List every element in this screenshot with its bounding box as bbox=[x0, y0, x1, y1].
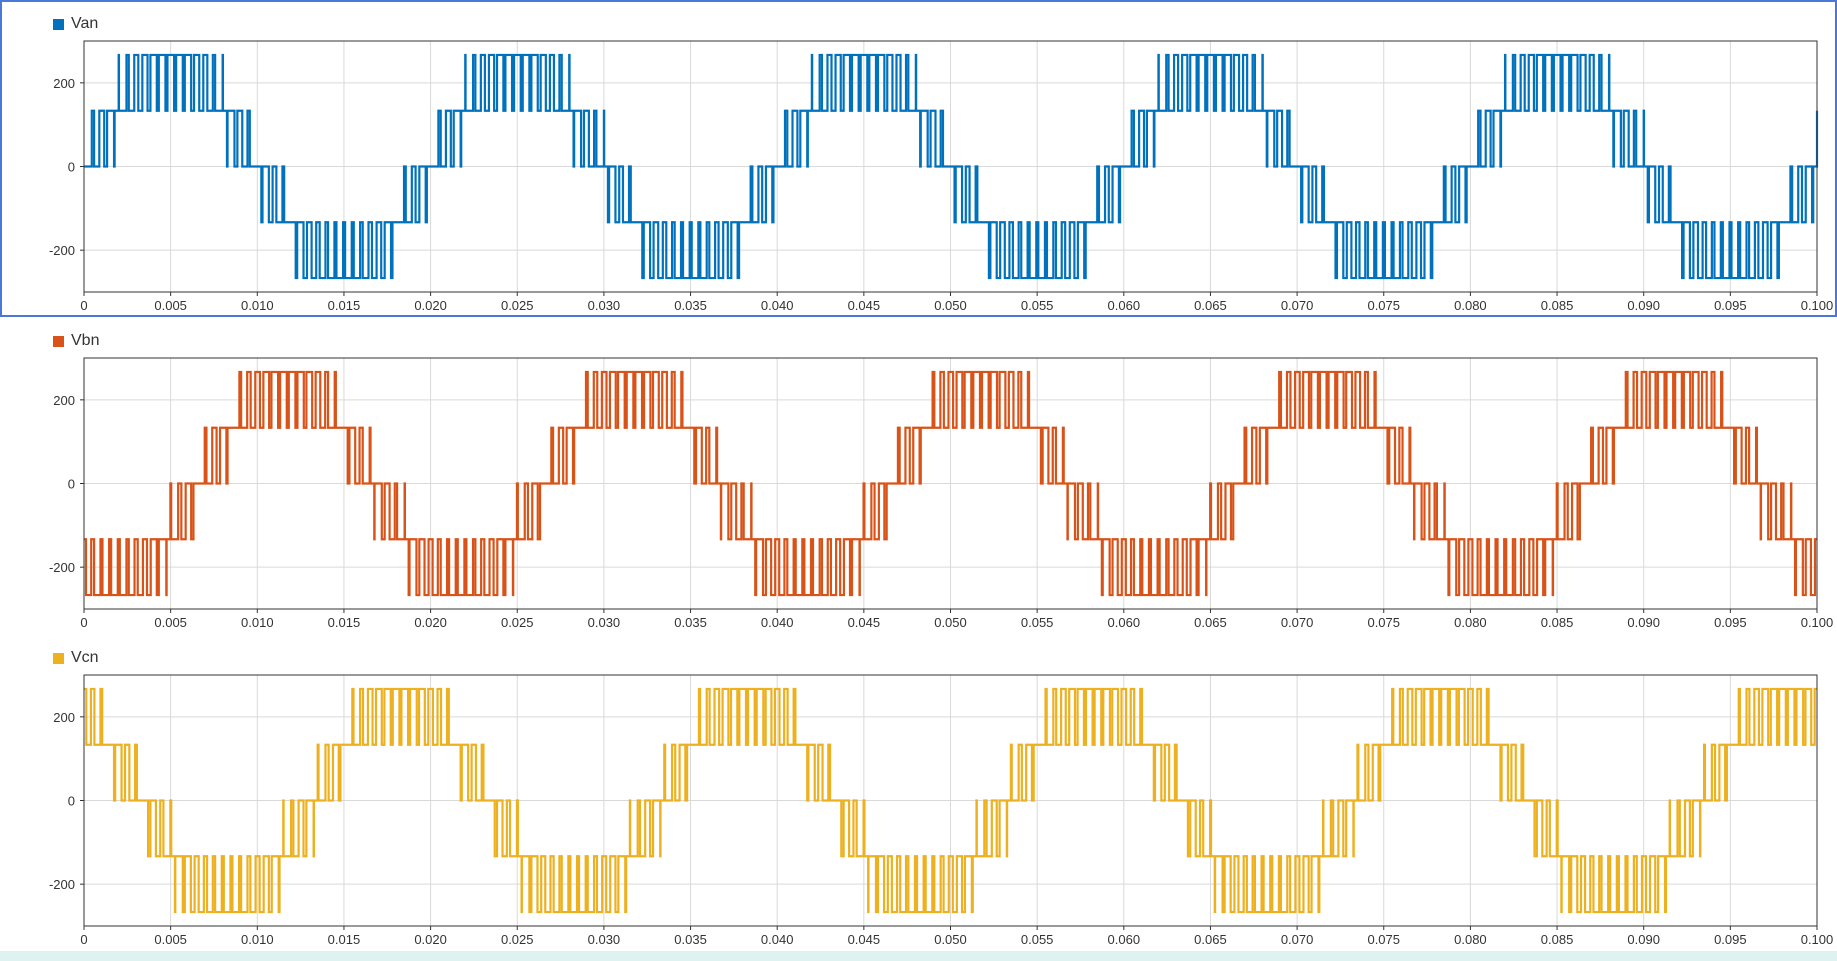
bottom-status-strip bbox=[0, 951, 1837, 961]
x-tick-label: 0.080 bbox=[1454, 615, 1487, 630]
x-tick-label: 0.055 bbox=[1021, 298, 1054, 313]
x-tick-label: 0.050 bbox=[934, 615, 967, 630]
x-tick-label: 0.045 bbox=[848, 615, 881, 630]
plot-area-frame bbox=[83, 40, 1818, 293]
x-tick-label: 0 bbox=[80, 298, 87, 313]
x-tick-label: 0.040 bbox=[761, 298, 794, 313]
x-tick-label: 0.005 bbox=[154, 298, 187, 313]
series-line-van bbox=[84, 53, 1819, 280]
x-tick-label: 0.040 bbox=[761, 932, 794, 947]
chart-vbn[interactable]: 0 0.005 0.010 0.015 0.020 0.025 0.030 0.035 0.04… bbox=[0, 317, 1837, 634]
y-tick-label: 0 bbox=[68, 477, 75, 492]
y-tick-label: 200 bbox=[53, 393, 75, 408]
x-tick-label: 0.095 bbox=[1714, 932, 1747, 947]
legend-swatch-van bbox=[53, 18, 64, 30]
x-tick-label: 0.045 bbox=[848, 932, 881, 947]
x-tick-label: 0.025 bbox=[501, 932, 534, 947]
legend-label-vcn: Vcn bbox=[71, 649, 99, 666]
x-tick-label: 0.015 bbox=[328, 932, 361, 947]
x-tick-label: 0.085 bbox=[1541, 932, 1574, 947]
x-tick-label: 0.065 bbox=[1194, 298, 1227, 313]
y-tick-label: -200 bbox=[49, 560, 75, 575]
legend-vcn[interactable]: Vcn bbox=[53, 648, 99, 668]
series-line-vbn bbox=[84, 370, 1817, 597]
series-line-vcn bbox=[84, 687, 1817, 914]
x-tick-label: 0.100 bbox=[1801, 932, 1834, 947]
plot-panel-vcn[interactable]: Vcn 0 0.005 0.010 0.015 0.020 0.025 0.030 0.035… bbox=[0, 634, 1837, 951]
y-tick-label: 0 bbox=[68, 794, 75, 809]
y-tick-label: 200 bbox=[53, 710, 75, 725]
legend-vbn[interactable]: Vbn bbox=[53, 331, 99, 351]
x-tick-label: 0.095 bbox=[1714, 615, 1747, 630]
x-tick-label: 0.010 bbox=[241, 298, 274, 313]
x-tick-label: 0.010 bbox=[241, 615, 274, 630]
x-tick-label: 0.035 bbox=[674, 932, 707, 947]
x-tick-label: 0.060 bbox=[1108, 615, 1141, 630]
legend-label-vbn: Vbn bbox=[71, 332, 100, 349]
x-tick-label: 0.085 bbox=[1541, 615, 1574, 630]
x-tick-label: 0.060 bbox=[1108, 298, 1141, 313]
x-tick-label: 0.005 bbox=[154, 932, 187, 947]
plot-panel-vbn[interactable]: Vbn 0 0.005 0.010 0.015 0.020 0.025 0.030 0.035… bbox=[0, 317, 1837, 634]
y-tick-label: -200 bbox=[49, 243, 75, 258]
x-tick-label: 0.020 bbox=[414, 298, 447, 313]
x-tick-label: 0.090 bbox=[1627, 298, 1660, 313]
y-tick-label: -200 bbox=[49, 877, 75, 892]
x-tick-label: 0.010 bbox=[241, 932, 274, 947]
x-tick-label: 0.020 bbox=[414, 615, 447, 630]
y-tick-label: 0 bbox=[68, 160, 75, 175]
chart-van[interactable]: 0 0.005 0.010 0.015 0.020 0.025 0.030 0.035 0.04… bbox=[0, 0, 1837, 317]
x-tick-label: 0.090 bbox=[1627, 932, 1660, 947]
x-tick-label: 0.075 bbox=[1367, 932, 1400, 947]
x-tick-label: 0.030 bbox=[588, 298, 621, 313]
x-tick-label: 0.090 bbox=[1627, 615, 1660, 630]
x-tick-label: 0.070 bbox=[1281, 932, 1314, 947]
x-tick-label: 0.070 bbox=[1281, 615, 1314, 630]
plot-panel-van[interactable]: Van 0 0.005 0.010 0.015 0.020 0.025 0.030 0.035… bbox=[0, 0, 1837, 317]
x-tick-label: 0.055 bbox=[1021, 615, 1054, 630]
legend-label-van: Van bbox=[71, 15, 99, 32]
x-tick-label: 0.050 bbox=[934, 932, 967, 947]
x-tick-label: 0.100 bbox=[1801, 615, 1834, 630]
x-tick-label: 0.030 bbox=[588, 615, 621, 630]
x-tick-label: 0.035 bbox=[674, 298, 707, 313]
x-tick-label: 0.085 bbox=[1541, 298, 1574, 313]
x-tick-label: 0.050 bbox=[934, 298, 967, 313]
x-tick-label: 0.065 bbox=[1194, 932, 1227, 947]
legend-swatch-vbn bbox=[53, 335, 64, 347]
x-tick-label: 0.020 bbox=[414, 932, 447, 947]
x-tick-label: 0.015 bbox=[328, 615, 361, 630]
x-tick-label: 0.065 bbox=[1194, 615, 1227, 630]
x-tick-label: 0.095 bbox=[1714, 298, 1747, 313]
x-tick-label: 0.075 bbox=[1367, 615, 1400, 630]
x-tick-label: 0.040 bbox=[761, 615, 794, 630]
plot-area-frame bbox=[83, 674, 1818, 927]
x-tick-label: 0.075 bbox=[1367, 298, 1400, 313]
x-tick-label: 0.035 bbox=[674, 615, 707, 630]
x-tick-label: 0 bbox=[80, 932, 87, 947]
x-tick-label: 0 bbox=[80, 615, 87, 630]
x-tick-label: 0.030 bbox=[588, 932, 621, 947]
x-tick-label: 0.025 bbox=[501, 298, 534, 313]
x-tick-label: 0.005 bbox=[154, 615, 187, 630]
x-tick-label: 0.045 bbox=[848, 298, 881, 313]
x-tick-label: 0.015 bbox=[328, 298, 361, 313]
x-tick-label: 0.080 bbox=[1454, 298, 1487, 313]
y-tick-label: 200 bbox=[53, 76, 75, 91]
legend-van[interactable]: Van bbox=[53, 14, 98, 34]
chart-vcn[interactable]: 0 0.005 0.010 0.015 0.020 0.025 0.030 0.035 0.04… bbox=[0, 634, 1837, 951]
x-tick-label: 0.070 bbox=[1281, 298, 1314, 313]
x-tick-label: 0.055 bbox=[1021, 932, 1054, 947]
x-tick-label: 0.060 bbox=[1108, 932, 1141, 947]
x-tick-label: 0.080 bbox=[1454, 932, 1487, 947]
plot-area-frame bbox=[83, 357, 1818, 610]
x-tick-label: 0.025 bbox=[501, 615, 534, 630]
legend-swatch-vcn bbox=[53, 652, 64, 664]
x-tick-label: 0.100 bbox=[1801, 298, 1834, 313]
